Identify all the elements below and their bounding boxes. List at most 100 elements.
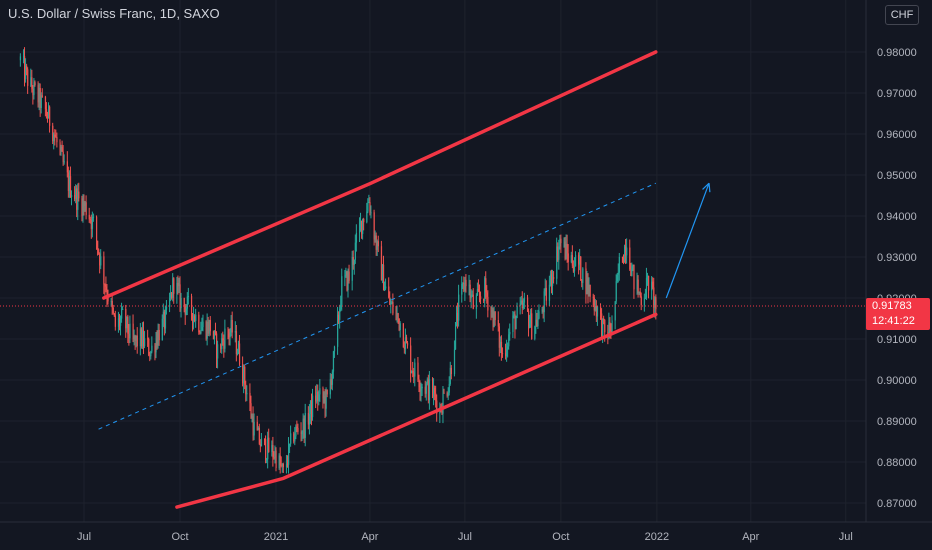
candle-body: [122, 309, 124, 311]
candle-body: [600, 306, 602, 314]
candle-body: [509, 331, 511, 335]
candle-body: [100, 256, 102, 266]
candle-body: [352, 256, 354, 265]
candle-body: [631, 266, 633, 276]
candle-body: [516, 306, 518, 318]
candle-body: [633, 264, 635, 290]
candle-body: [405, 337, 408, 343]
candle-body: [140, 328, 143, 347]
candle-body: [377, 241, 379, 247]
candle-body: [214, 330, 217, 334]
candle-body: [117, 318, 120, 327]
time-tick-label: 2022: [645, 531, 669, 543]
channel-midline[interactable]: [98, 182, 657, 430]
candle-body: [176, 282, 178, 294]
candle-body: [150, 351, 152, 357]
candle-body: [207, 321, 209, 334]
candle-body: [534, 326, 536, 339]
candle-body: [571, 255, 574, 266]
price-axis[interactable]: [866, 0, 932, 522]
candle-body: [209, 319, 211, 332]
candle-body: [494, 311, 496, 321]
channel-lower-line[interactable]: [175, 312, 658, 509]
candle-body: [567, 253, 569, 263]
candle-body: [427, 379, 430, 401]
candle-body: [655, 297, 657, 310]
candle-body: [446, 393, 448, 396]
currency-button[interactable]: CHF: [885, 5, 919, 25]
candle-body: [84, 202, 86, 207]
candle-body: [81, 198, 83, 216]
candle-body: [333, 346, 336, 352]
channel-upper-line[interactable]: [102, 50, 658, 300]
candle-body: [63, 161, 65, 163]
candle-body: [105, 286, 107, 290]
candle-body: [195, 314, 197, 322]
candle-body: [362, 218, 364, 234]
candle-body: [410, 345, 412, 374]
candle-body: [120, 318, 122, 326]
candle-body: [653, 287, 655, 308]
candle-body: [454, 322, 457, 350]
candle-body: [272, 445, 274, 458]
candle-body: [286, 464, 289, 466]
candle-body: [312, 395, 314, 418]
candle-body: [432, 379, 434, 397]
candle-body: [579, 256, 581, 265]
projection-arrow[interactable]: [665, 182, 710, 299]
candle-body: [528, 310, 530, 328]
candle-body: [227, 328, 229, 334]
candle-body: [259, 443, 262, 447]
candle-body: [610, 331, 612, 333]
candle-body: [542, 309, 544, 313]
time-axis[interactable]: [0, 522, 866, 550]
candle-body: [472, 294, 474, 309]
candle-body: [640, 296, 642, 306]
candle-body: [585, 268, 587, 295]
candle-body: [142, 330, 145, 347]
candle-body: [485, 278, 487, 293]
candle-body: [580, 256, 582, 281]
candle-body: [411, 371, 413, 374]
candle-body: [526, 297, 529, 311]
candle-body: [484, 278, 486, 301]
candle-body: [538, 311, 540, 319]
candle-body: [398, 318, 400, 331]
candle-body: [471, 294, 473, 296]
candle-body: [141, 330, 144, 347]
price-tick-label: 0.91000: [877, 334, 917, 346]
candle-body: [514, 314, 516, 330]
candle-body: [497, 320, 499, 327]
candle-body: [392, 302, 394, 314]
candle-body: [59, 142, 61, 151]
candle-body: [135, 335, 137, 341]
candle-body: [639, 291, 641, 297]
candle-body: [384, 288, 386, 291]
candle-body: [624, 246, 626, 263]
candle-body: [223, 340, 225, 349]
candle-body: [483, 298, 485, 301]
candle-body: [26, 65, 28, 70]
candle-body: [523, 297, 526, 303]
candle-body: [541, 309, 543, 312]
price-tick-label: 0.88000: [877, 457, 917, 469]
candle-body: [296, 426, 298, 428]
candle-body: [264, 438, 266, 440]
candle-body: [478, 291, 481, 297]
candle-body: [177, 282, 179, 287]
candle-body: [317, 391, 319, 401]
candle-body: [573, 266, 576, 272]
candle-body: [348, 271, 350, 281]
candle-body: [238, 343, 241, 365]
candle-body: [162, 311, 165, 319]
candle-body: [646, 275, 649, 278]
candle-body: [622, 262, 625, 264]
candle-body: [280, 464, 282, 466]
candle-body: [582, 268, 584, 283]
candle-body: [537, 318, 539, 327]
candle-body: [465, 279, 467, 287]
candle-body: [618, 257, 621, 273]
candle-body: [370, 212, 372, 214]
candle-body: [403, 347, 406, 350]
